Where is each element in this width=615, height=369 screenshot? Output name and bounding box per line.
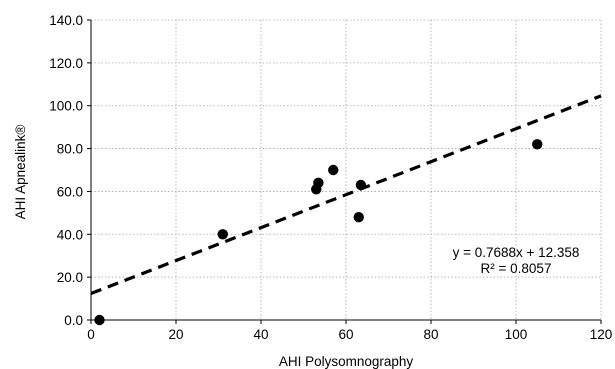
x-tick-label: 60	[338, 327, 353, 342]
y-tick-label: 20.0	[57, 270, 83, 285]
data-point	[328, 164, 339, 176]
trendline-layer	[90, 94, 602, 296]
y-tick-label: 100.0	[49, 99, 83, 114]
data-point	[217, 229, 228, 240]
y-tick-label: 60.0	[57, 184, 83, 199]
data-point	[313, 177, 324, 189]
grid-layer	[91, 19, 602, 320]
data-point	[355, 179, 367, 191]
y-tick-label: 40.0	[57, 227, 83, 242]
trendline-equation: y = 0.7688x + 12.358	[453, 245, 580, 260]
data-point	[532, 139, 543, 150]
x-tick-label: 80	[423, 327, 438, 342]
x-tick-label: 20	[168, 327, 183, 342]
y-tick-label: 140.0	[49, 13, 83, 28]
trendline	[90, 94, 602, 296]
y-axis-title: AHI Apnealink®	[13, 125, 28, 220]
points-layer	[94, 139, 543, 326]
data-point	[94, 314, 105, 326]
ticks-layer: 0 20 40 60 80 100 120 0.0 20.0 40.0 60.0 80.0 100.0 1…	[49, 13, 612, 342]
x-tick-label: 100	[505, 327, 528, 342]
r-squared-label: R² = 0.8057	[481, 261, 552, 276]
y-tick-label: 0.0	[64, 313, 83, 328]
x-tick-label: 120	[590, 327, 613, 342]
x-axis-title: AHI Polysomnography	[279, 354, 414, 369]
x-tick-label: 40	[253, 327, 268, 342]
x-tick-label: 0	[87, 327, 95, 342]
data-point	[353, 211, 364, 223]
y-tick-label: 120.0	[49, 56, 83, 71]
y-tick-label: 80.0	[57, 142, 83, 157]
